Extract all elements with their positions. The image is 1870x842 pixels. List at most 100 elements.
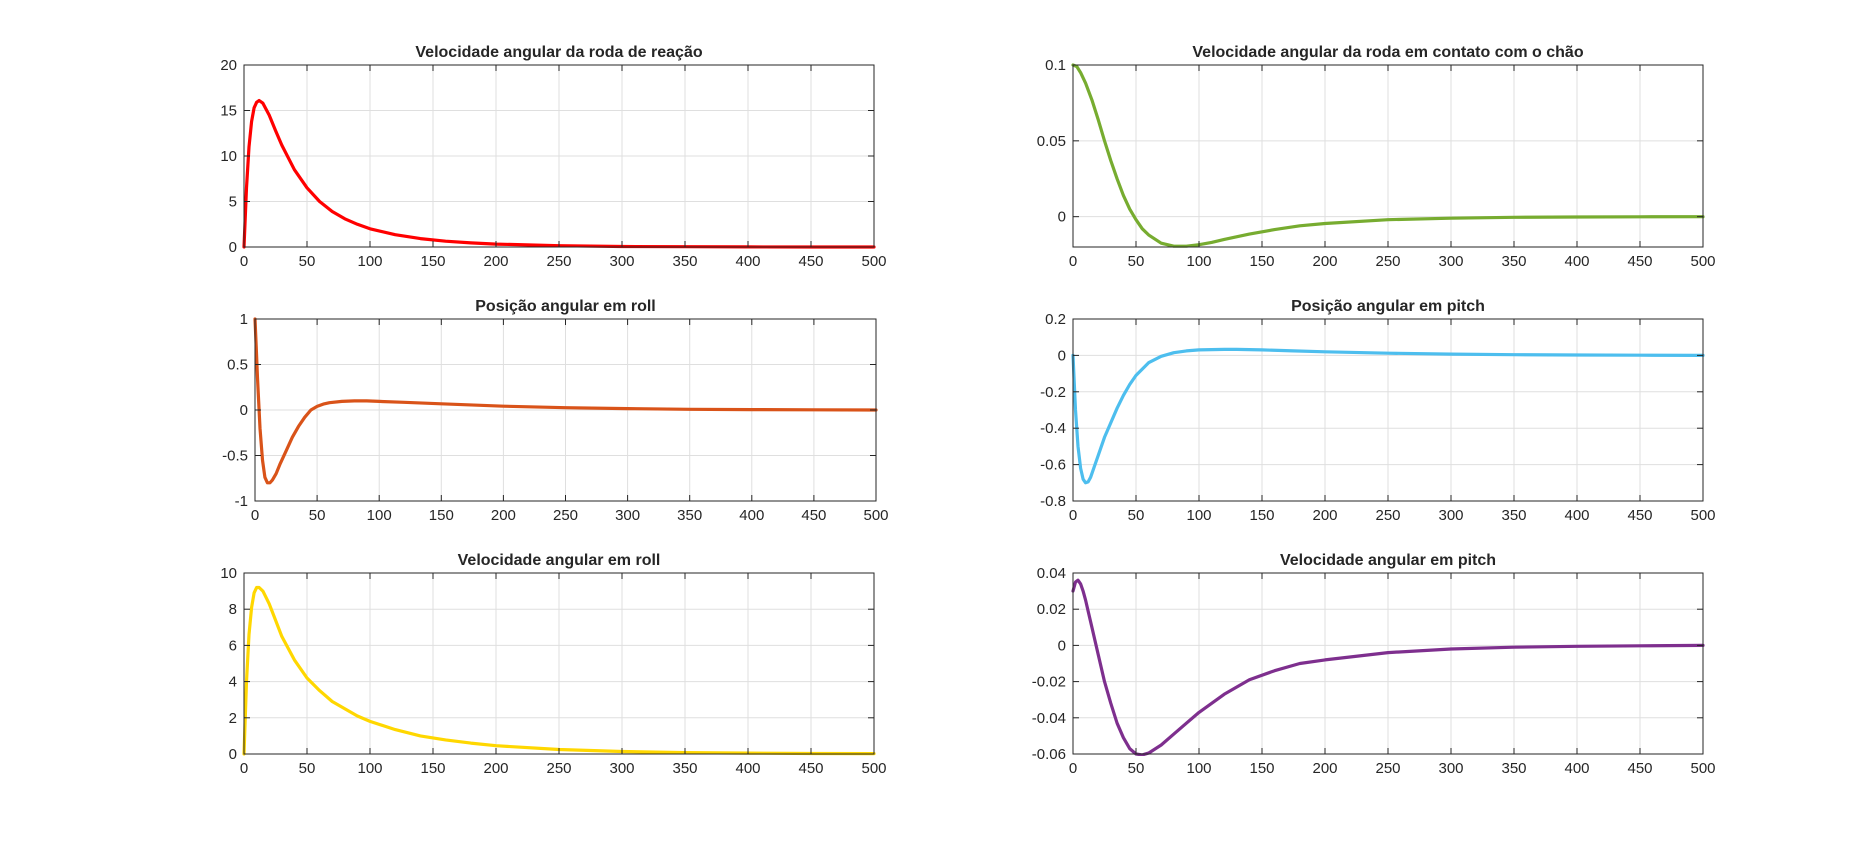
series-line <box>242 585 876 756</box>
y-tick-label: 0.05 <box>1037 133 1066 150</box>
x-tick-label: 500 <box>1690 760 1715 777</box>
y-tick-label: 0.1 <box>1045 57 1066 74</box>
y-tick-label: 0.5 <box>227 357 248 374</box>
x-tick-label: 100 <box>357 760 382 777</box>
x-tick-label: 450 <box>801 507 826 524</box>
series-line <box>253 317 878 485</box>
x-tick-label: 0 <box>1069 253 1077 270</box>
x-tick-label: 350 <box>677 507 702 524</box>
x-tick-label: 400 <box>1564 253 1589 270</box>
x-tick-label: 250 <box>1375 253 1400 270</box>
plot-title: Posição angular em roll <box>475 298 656 315</box>
x-tick-label: 100 <box>1186 507 1211 524</box>
y-tick-label: -0.06 <box>1032 746 1066 763</box>
y-tick-label: 0 <box>1058 347 1066 364</box>
x-tick-label: 200 <box>1312 760 1337 777</box>
subplot-1: 0 50 100 150 200 250 300 350 400 450 500 0 5 10 15 20 Ve… <box>220 44 886 270</box>
y-tick-label: -0.04 <box>1032 710 1066 727</box>
x-tick-label: 450 <box>1627 507 1652 524</box>
x-tick-label: 50 <box>1128 760 1145 777</box>
subplot-4: 0 50 100 150 200 250 300 350 400 450 500 -0.8 -0.6 -0… <box>1040 298 1715 524</box>
plot-title: Velocidade angular da roda em contato co… <box>1192 44 1583 61</box>
x-tick-label: 450 <box>798 760 823 777</box>
x-tick-label: 350 <box>1501 507 1526 524</box>
y-tick-label: 0.04 <box>1037 565 1066 582</box>
x-tick-label: 500 <box>1690 253 1715 270</box>
x-tick-label: 100 <box>367 507 392 524</box>
x-tick-label: 300 <box>609 253 634 270</box>
x-tick-label: 0 <box>1069 760 1077 777</box>
x-tick-label: 200 <box>1312 253 1337 270</box>
x-tick-label: 0 <box>251 507 259 524</box>
y-tick-label: 10 <box>220 565 237 582</box>
y-tick-label: 6 <box>229 637 237 654</box>
x-tick-label: 50 <box>1128 253 1145 270</box>
x-tick-label: 500 <box>1690 507 1715 524</box>
y-tick-label: -0.2 <box>1040 384 1066 401</box>
x-tick-label: 450 <box>1627 253 1652 270</box>
y-tick-label: 0 <box>229 239 237 256</box>
x-tick-label: 450 <box>798 253 823 270</box>
x-tick-label: 150 <box>1249 507 1274 524</box>
y-tick-label: 2 <box>229 710 237 727</box>
series-line <box>1071 63 1705 248</box>
x-tick-label: 200 <box>491 507 516 524</box>
x-tick-label: 250 <box>546 760 571 777</box>
y-tick-label: 0.02 <box>1037 601 1066 618</box>
y-tick-label: 10 <box>220 148 237 165</box>
y-tick-label: 5 <box>229 194 237 211</box>
x-tick-label: 400 <box>735 253 760 270</box>
y-tick-label: -0.4 <box>1040 420 1066 437</box>
x-tick-label: 350 <box>672 760 697 777</box>
series-line <box>242 98 876 249</box>
x-tick-label: 400 <box>735 760 760 777</box>
y-tick-label: 20 <box>220 57 237 74</box>
x-tick-label: 400 <box>1564 507 1589 524</box>
subplot-2: 0 50 100 150 200 250 300 350 400 450 500 0 0.05 0.1 Ve… <box>1037 44 1716 270</box>
y-tick-label: 0 <box>240 402 248 419</box>
subplot-5: 0 50 100 150 200 250 300 350 400 450 500 0 2 4 6 8 10 Vel… <box>220 552 886 777</box>
x-tick-label: 200 <box>483 760 508 777</box>
x-tick-label: 50 <box>299 760 316 777</box>
x-tick-label: 0 <box>240 253 248 270</box>
x-tick-label: 250 <box>1375 507 1400 524</box>
subplot-6: 0 50 100 150 200 250 300 350 400 450 500 -0.06 -0.04… <box>1032 552 1716 777</box>
x-tick-label: 500 <box>861 760 886 777</box>
x-tick-label: 400 <box>739 507 764 524</box>
x-tick-label: 0 <box>240 760 248 777</box>
x-tick-label: 50 <box>309 507 326 524</box>
x-tick-label: 250 <box>546 253 571 270</box>
x-tick-label: 250 <box>553 507 578 524</box>
x-tick-label: 100 <box>357 253 382 270</box>
plot-title: Velocidade angular da roda de reação <box>415 44 702 61</box>
x-tick-label: 300 <box>1438 760 1463 777</box>
x-tick-label: 200 <box>1312 507 1337 524</box>
y-tick-label: 8 <box>229 601 237 618</box>
x-tick-label: 500 <box>861 253 886 270</box>
y-tick-label: 0.2 <box>1045 311 1066 328</box>
x-tick-label: 100 <box>1186 760 1211 777</box>
y-tick-label: 4 <box>229 674 237 691</box>
y-tick-label: 0 <box>1058 637 1066 654</box>
x-tick-label: 50 <box>299 253 316 270</box>
y-tick-label: -0.6 <box>1040 457 1066 474</box>
x-tick-label: 150 <box>420 760 445 777</box>
x-tick-label: 300 <box>615 507 640 524</box>
x-tick-label: 200 <box>483 253 508 270</box>
x-tick-label: 150 <box>1249 760 1274 777</box>
x-tick-label: 100 <box>1186 253 1211 270</box>
x-tick-label: 150 <box>429 507 454 524</box>
plot-title: Velocidade angular em roll <box>458 552 661 569</box>
x-tick-label: 350 <box>1501 760 1526 777</box>
y-tick-label: 0 <box>229 746 237 763</box>
x-tick-label: 150 <box>1249 253 1274 270</box>
x-tick-label: 400 <box>1564 760 1589 777</box>
y-tick-label: 15 <box>220 103 237 120</box>
x-tick-label: 300 <box>1438 507 1463 524</box>
x-tick-label: 0 <box>1069 507 1077 524</box>
x-tick-label: 350 <box>1501 253 1526 270</box>
x-tick-label: 500 <box>863 507 888 524</box>
y-tick-label: -0.8 <box>1040 493 1066 510</box>
